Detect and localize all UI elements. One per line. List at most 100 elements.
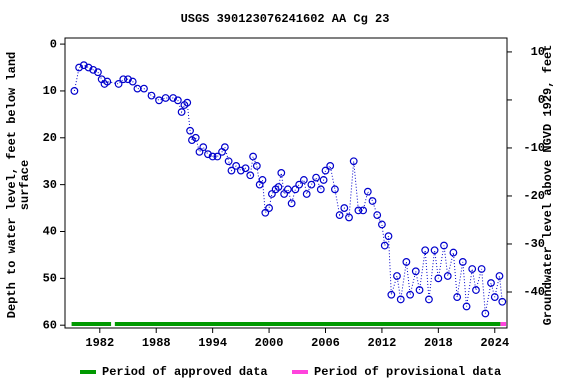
x-tick-label: 1994 xyxy=(198,336,227,350)
x-tick-label: 1988 xyxy=(142,336,171,350)
data-point xyxy=(331,185,339,194)
data-point xyxy=(246,171,255,180)
y2-tick-label: -30 xyxy=(523,237,545,251)
data-point xyxy=(316,185,325,194)
data-point xyxy=(354,206,363,215)
data-point xyxy=(261,208,270,217)
data-point xyxy=(340,204,349,212)
y2-tick-label: -10 xyxy=(523,141,545,155)
y-tick-label: 10 xyxy=(43,84,57,98)
y2-tick-label: -20 xyxy=(523,189,545,203)
data-point xyxy=(415,286,424,294)
x-tick-label: 2012 xyxy=(368,336,397,350)
data-point xyxy=(393,272,401,280)
data-point xyxy=(495,272,504,280)
data-point xyxy=(359,206,368,215)
data-point xyxy=(75,63,84,72)
data-point xyxy=(402,258,411,266)
data-point xyxy=(191,133,200,142)
data-point xyxy=(487,279,495,287)
data-point xyxy=(378,220,386,229)
data-point xyxy=(204,150,212,159)
data-point xyxy=(277,169,286,177)
data-point xyxy=(462,302,471,311)
y2-tick-label: 0 xyxy=(538,93,545,107)
data-point xyxy=(373,211,382,219)
data-point xyxy=(161,94,170,102)
data-point xyxy=(481,309,490,318)
data-point xyxy=(468,265,477,273)
data-point xyxy=(321,166,330,175)
y-axis-label: surface xyxy=(18,160,32,210)
data-point xyxy=(458,258,467,266)
data-point xyxy=(169,94,178,102)
data-point xyxy=(291,185,300,194)
data-point xyxy=(349,157,358,166)
x-tick-label: 2006 xyxy=(311,336,340,350)
data-point xyxy=(453,293,462,301)
data-point xyxy=(421,246,430,255)
data-point xyxy=(387,290,396,299)
data-point xyxy=(114,80,123,88)
legend-label: Period of approved data xyxy=(102,365,268,379)
y2-tick-label: -40 xyxy=(523,285,545,299)
chart-title: USGS 390123076241602 AA Cg 23 xyxy=(181,12,390,26)
data-point xyxy=(384,232,393,241)
data-point xyxy=(124,75,132,84)
data-point xyxy=(302,190,311,198)
data-point xyxy=(186,126,194,135)
data-point xyxy=(258,176,267,184)
y-tick-label: 20 xyxy=(43,131,57,145)
data-point xyxy=(79,61,88,70)
y-tick-label: 40 xyxy=(43,225,57,239)
data-point xyxy=(140,84,148,93)
x-tick-label: 2000 xyxy=(255,336,284,350)
data-point xyxy=(199,143,208,152)
data-point xyxy=(265,204,273,212)
data-point xyxy=(312,173,320,182)
data-point xyxy=(283,185,292,194)
data-point xyxy=(128,77,137,86)
data-point xyxy=(84,63,93,72)
y-tick-label: 50 xyxy=(43,272,57,286)
data-point xyxy=(345,213,353,222)
data-point xyxy=(449,248,458,257)
series-line xyxy=(73,64,503,314)
data-point xyxy=(252,161,261,170)
data-point xyxy=(274,183,283,191)
data-point xyxy=(440,241,448,250)
data-point xyxy=(326,161,335,170)
data-point xyxy=(155,96,163,105)
data-point xyxy=(443,272,452,280)
data-point xyxy=(425,295,433,304)
y-tick-label: 0 xyxy=(50,37,57,51)
data-point xyxy=(236,166,245,175)
plot-frame xyxy=(64,37,508,329)
data-point xyxy=(287,199,296,208)
y-axis-label: Depth to water level, feet below land xyxy=(5,52,19,318)
data-point xyxy=(220,143,229,152)
data-point xyxy=(267,190,276,198)
data-point xyxy=(299,176,308,184)
data-point xyxy=(224,157,233,166)
data-point xyxy=(335,211,344,219)
data-point xyxy=(477,265,486,273)
data-point xyxy=(498,297,507,306)
data-point xyxy=(396,295,405,304)
data-point xyxy=(173,96,182,105)
data-point xyxy=(490,293,499,301)
data-point xyxy=(147,91,156,100)
data-point xyxy=(472,286,480,294)
data-point xyxy=(295,180,304,189)
data-point xyxy=(319,176,328,184)
data-point xyxy=(280,190,289,198)
data-point xyxy=(227,166,236,175)
data-point xyxy=(232,161,241,170)
data-point xyxy=(430,246,439,255)
data-point xyxy=(70,87,79,95)
data-point xyxy=(183,98,192,107)
x-tick-label: 2024 xyxy=(480,336,509,350)
data-point xyxy=(434,274,443,283)
legend-label: Period of provisional data xyxy=(314,365,501,379)
